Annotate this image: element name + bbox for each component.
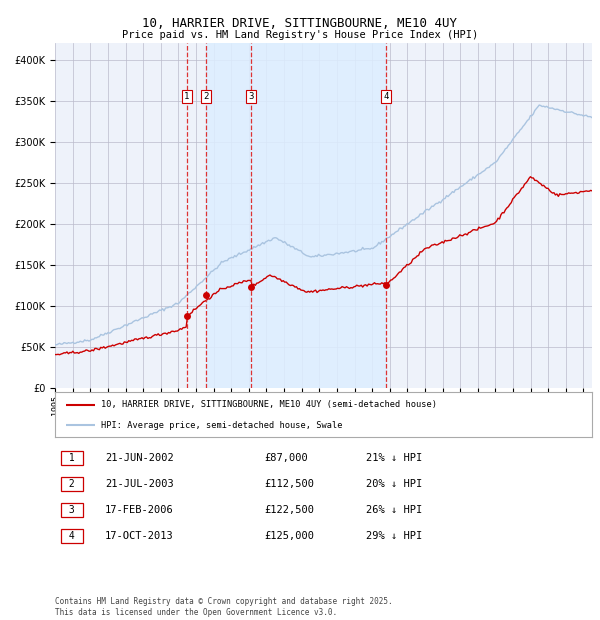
Text: 21-JUL-2003: 21-JUL-2003 [105,479,174,489]
Text: 17-FEB-2006: 17-FEB-2006 [105,505,174,515]
Text: £122,500: £122,500 [264,505,314,515]
Text: £125,000: £125,000 [264,531,314,541]
Text: 4: 4 [63,531,80,541]
Text: 10, HARRIER DRIVE, SITTINGBOURNE, ME10 4UY: 10, HARRIER DRIVE, SITTINGBOURNE, ME10 4… [143,17,458,30]
Text: 21-JUN-2002: 21-JUN-2002 [105,453,174,463]
Text: Contains HM Land Registry data © Crown copyright and database right 2025.
This d: Contains HM Land Registry data © Crown c… [55,598,393,617]
Text: 20% ↓ HPI: 20% ↓ HPI [366,479,422,489]
Text: 26% ↓ HPI: 26% ↓ HPI [366,505,422,515]
Text: 2: 2 [63,479,80,489]
Text: £112,500: £112,500 [264,479,314,489]
Text: HPI: Average price, semi-detached house, Swale: HPI: Average price, semi-detached house,… [101,420,343,430]
Text: 29% ↓ HPI: 29% ↓ HPI [366,531,422,541]
Text: 3: 3 [248,92,254,101]
Text: 2: 2 [203,92,208,101]
Text: 4: 4 [383,92,389,101]
Text: Price paid vs. HM Land Registry's House Price Index (HPI): Price paid vs. HM Land Registry's House … [122,30,478,40]
Text: 3: 3 [63,505,80,515]
Text: £87,000: £87,000 [264,453,308,463]
Text: 1: 1 [184,92,190,101]
Bar [206,43,386,388]
Text: 10, HARRIER DRIVE, SITTINGBOURNE, ME10 4UY (semi-detached house): 10, HARRIER DRIVE, SITTINGBOURNE, ME10 4… [101,400,437,409]
Text: 21% ↓ HPI: 21% ↓ HPI [366,453,422,463]
Text: 17-OCT-2013: 17-OCT-2013 [105,531,174,541]
Text: 1: 1 [63,453,80,463]
